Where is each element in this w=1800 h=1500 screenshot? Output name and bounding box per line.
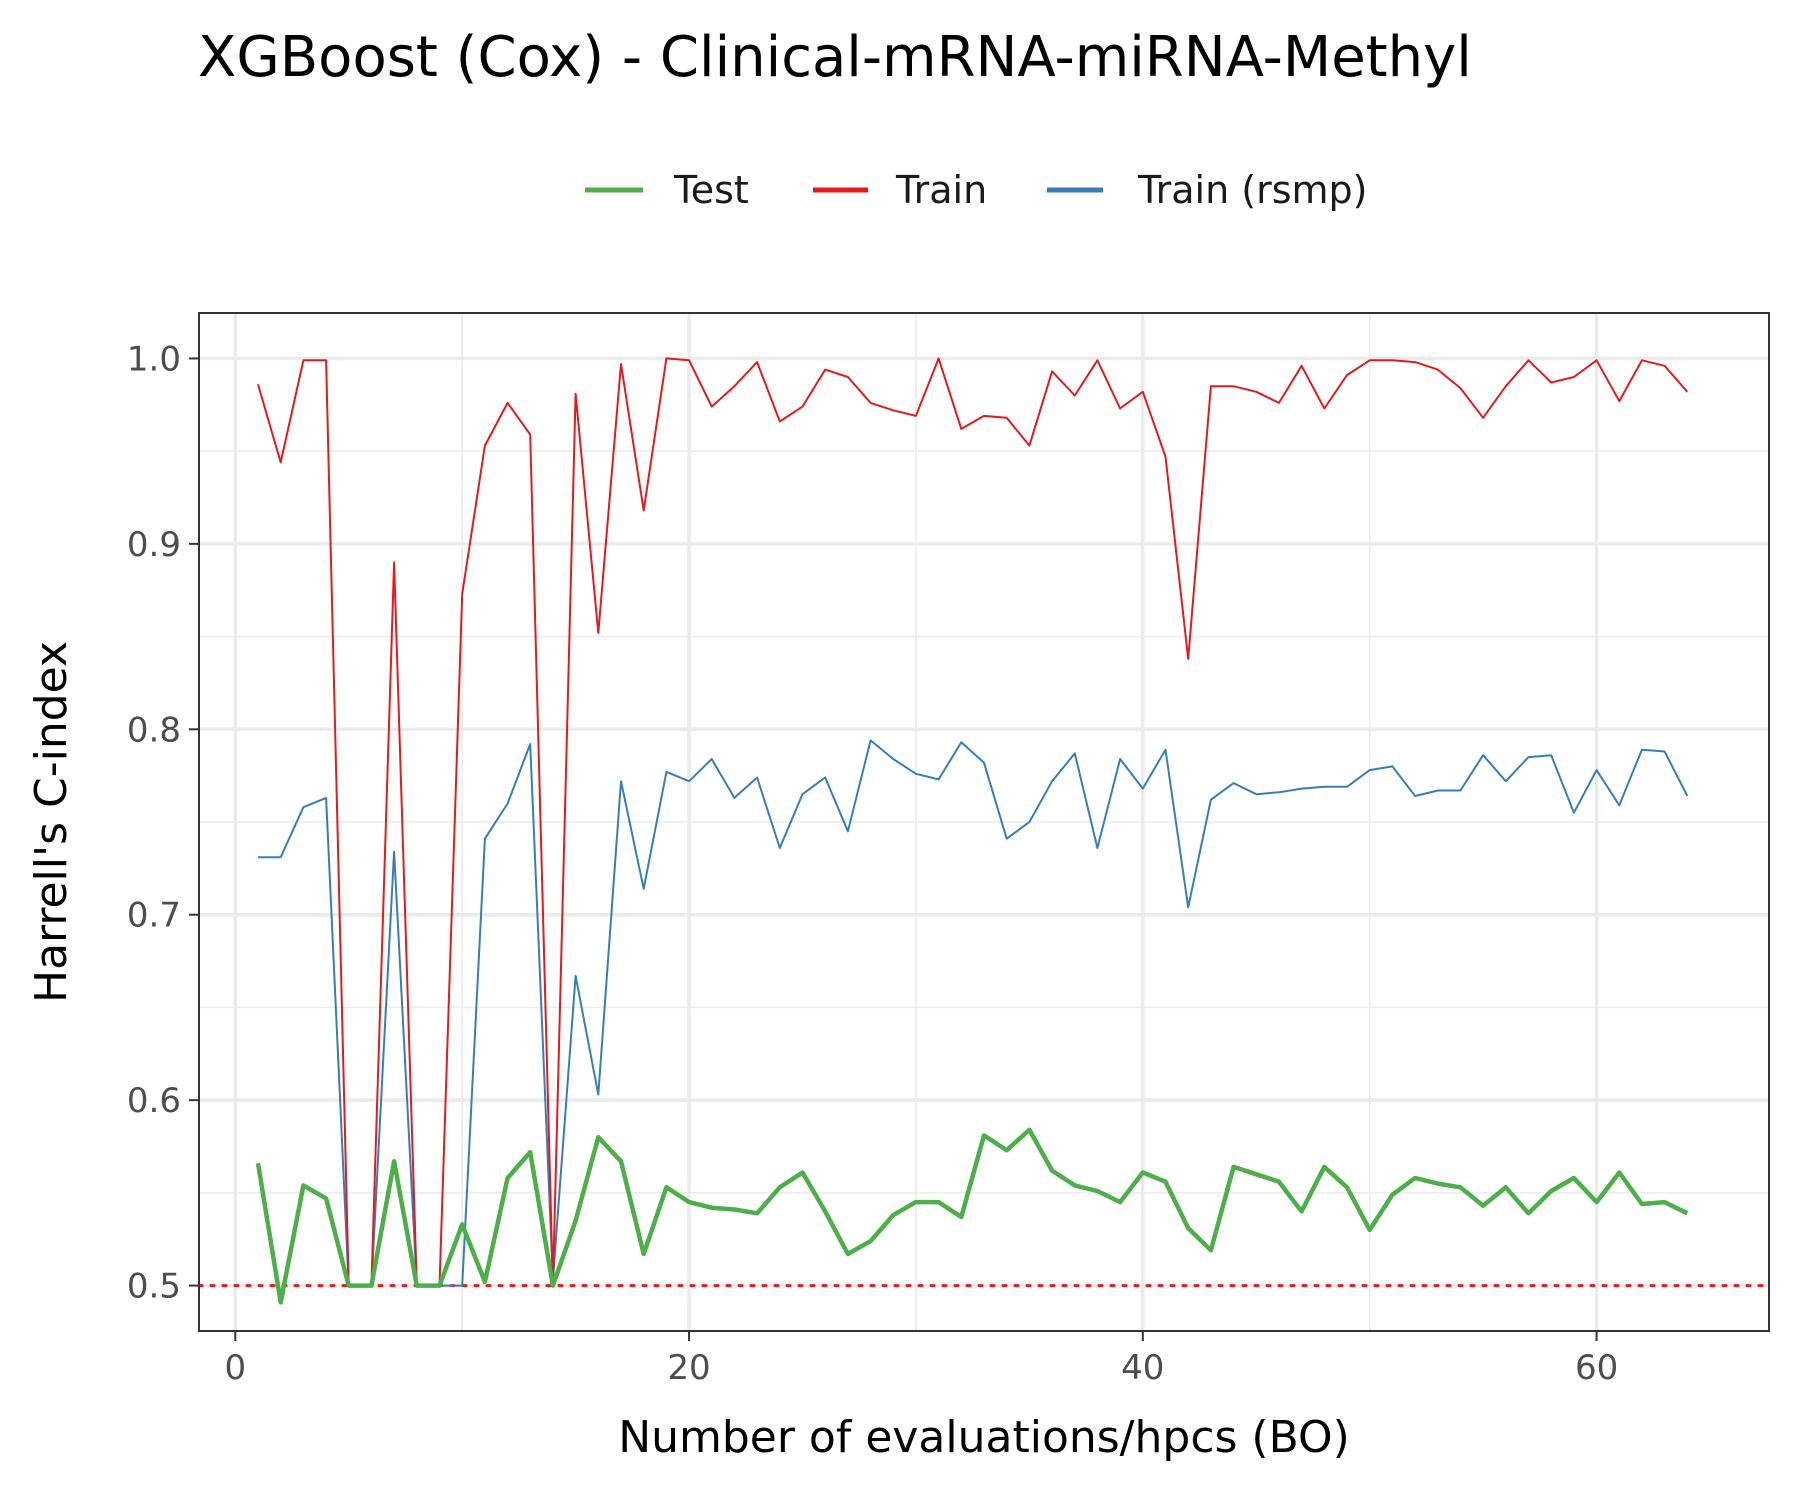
y-tick-label: 0.7 <box>127 896 181 936</box>
series-line-train-rsmp <box>258 739 1689 1287</box>
minor-gridlines <box>199 313 1769 1331</box>
x-tick-label: 60 <box>1575 1348 1618 1388</box>
legend-label-test: Test <box>673 168 749 212</box>
legend-label-train-rsmp: Train (rsmp) <box>1137 168 1367 212</box>
series-line-test <box>255 1127 1689 1305</box>
legend-label-train: Train <box>895 168 987 212</box>
legend-item-train: Train <box>813 168 987 212</box>
y-tick-label: 0.8 <box>127 710 181 750</box>
x-axis-ticks: 0 20 40 60 <box>224 1331 1618 1388</box>
legend-item-train-rsmp: Train (rsmp) <box>1047 168 1367 212</box>
y-tick-label: 0.5 <box>127 1267 181 1307</box>
plot-panel-border <box>198 312 1770 1332</box>
x-axis-title: Number of evaluations/hpcs (BO) <box>618 1412 1350 1463</box>
x-tick-label: 40 <box>1121 1348 1164 1388</box>
legend-item-test: Test <box>585 168 749 212</box>
x-tick-label: 0 <box>224 1348 246 1388</box>
series-layer <box>255 357 1689 1305</box>
chart-title: XGBoost (Cox) - Clinical-mRNA-miRNA-Meth… <box>198 25 1472 90</box>
y-tick-label: 0.6 <box>127 1081 181 1121</box>
y-tick-label: 1.0 <box>127 339 181 379</box>
y-axis-title: Harrell's C-index <box>26 641 77 1003</box>
legend: Test Train Train (rsmp) <box>585 168 1367 212</box>
y-tick-label: 0.9 <box>127 525 181 565</box>
y-axis-ticks: 0.5 0.6 0.7 0.8 0.9 1.0 <box>127 339 199 1307</box>
series-line-train <box>257 357 1689 1287</box>
x-tick-label: 20 <box>667 1348 710 1388</box>
